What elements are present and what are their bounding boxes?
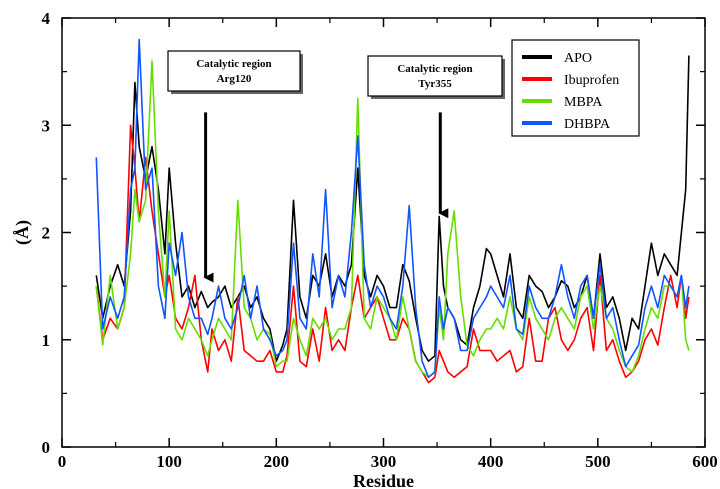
annotation-residue: Arg120 <box>217 73 252 85</box>
annotation-1: Catalytic region Arg120 <box>167 50 303 283</box>
annotation-2: Catalytic region Tyr355 <box>367 55 505 219</box>
annotations: Catalytic region Arg120 Catalytic region Ty… <box>167 50 505 283</box>
y-tick-label: 2 <box>42 224 51 243</box>
series-line-dhbpa <box>95 38 690 379</box>
series-line-mbpa <box>95 60 690 379</box>
legend-label-apo: APO <box>564 51 592 66</box>
x-axis-title: Residue <box>353 471 414 489</box>
x-tick-label: 100 <box>156 452 182 471</box>
annotation-title: Catalytic region <box>196 58 271 70</box>
legend-label-ibuprofen: Ibuprofen <box>564 73 619 88</box>
annotation-residue: Tyr355 <box>418 78 452 90</box>
y-tick-label: 1 <box>42 331 51 350</box>
legend: APO Ibuprofen MBPA DHBPA <box>511 39 640 137</box>
legend-label-dhbpa: DHBPA <box>564 117 611 132</box>
y-tick-label: 3 <box>42 116 51 135</box>
series-lines <box>95 38 690 384</box>
y-axis-title: (Å) <box>12 220 33 245</box>
annotation-title: Catalytic region <box>397 63 472 75</box>
x-tick-label: 600 <box>692 452 718 471</box>
legend-label-mbpa: MBPA <box>564 95 603 110</box>
annotation-box <box>167 50 301 92</box>
x-tick-label: 0 <box>58 452 67 471</box>
annotation-box <box>367 55 503 97</box>
y-tick-label: 4 <box>42 9 51 28</box>
x-tick-label: 300 <box>371 452 397 471</box>
x-tick-label: 400 <box>478 452 504 471</box>
axes: 0 100 200 300 400 500 600 0 1 2 3 4 <box>42 9 718 471</box>
x-tick-label: 500 <box>585 452 611 471</box>
x-tick-label: 200 <box>264 452 290 471</box>
y-tick-label: 0 <box>42 438 51 457</box>
